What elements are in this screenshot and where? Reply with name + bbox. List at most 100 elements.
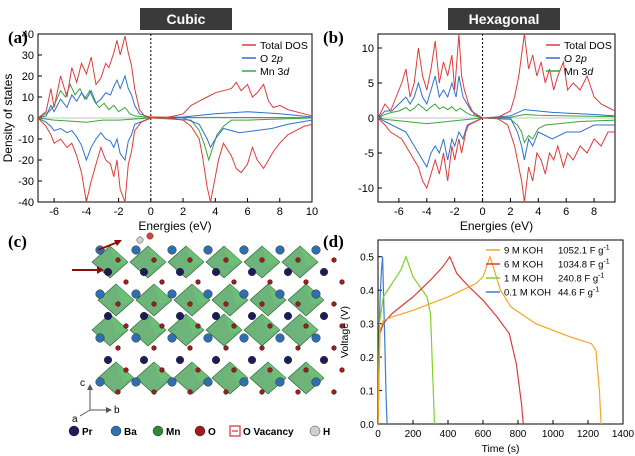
ba-atom <box>95 289 105 299</box>
y-tick-label: -5 <box>364 148 374 160</box>
o-atom <box>123 367 129 373</box>
o-atom <box>151 345 157 351</box>
o-atom <box>123 279 129 285</box>
pr-atom <box>103 312 112 321</box>
o-atom <box>267 323 273 329</box>
mn-octahedron-face <box>224 246 242 266</box>
o-atom <box>231 279 237 285</box>
mn-octahedron-face <box>148 246 166 266</box>
series-o-2p-down <box>38 117 312 162</box>
mn-octahedron-face <box>154 284 172 304</box>
o-atom <box>295 301 301 307</box>
o-atom <box>303 279 309 285</box>
ba-atom <box>167 245 177 255</box>
x-axis-label: Time (s) <box>481 443 519 455</box>
ba-atom <box>275 333 285 343</box>
legend-entry: O 2p <box>564 53 587 65</box>
ba-atom <box>311 333 321 343</box>
ba-atom <box>167 333 177 343</box>
o-atom <box>295 389 301 395</box>
pr-atom <box>320 268 329 277</box>
o-atom <box>195 367 201 373</box>
o-atom <box>331 345 337 351</box>
ba-atom <box>311 377 321 387</box>
o-atom <box>195 323 201 329</box>
legend-entry: Total DOS <box>260 40 308 52</box>
y-tick-label: 0.5 <box>360 253 374 264</box>
vacancy-arrows <box>72 240 122 274</box>
legend-entry: O 2p <box>260 53 283 65</box>
o-atom <box>339 279 345 285</box>
o-atom <box>267 367 273 373</box>
o-atom <box>187 389 193 395</box>
x-tick-label: 1000 <box>542 429 565 440</box>
x-tick-label: 1200 <box>577 429 600 440</box>
series-total-dos-up <box>38 35 312 119</box>
mn-octahedron-face <box>186 314 204 334</box>
chart-d: 0 200 400 600 800 1000 1200 1400 0.0 0.1 0.2 0.3 0.4… <box>339 239 635 455</box>
legend-ba-label: Ba <box>124 427 137 438</box>
mn-octahedron-face <box>268 362 286 382</box>
o-atom <box>339 323 345 329</box>
o-atom <box>231 367 237 373</box>
o-atom <box>159 367 165 373</box>
panel-letter-d: (d) <box>323 232 344 251</box>
series-o-2p-up <box>378 75 615 119</box>
ba-atom <box>95 333 105 343</box>
y-tick-label: 40 <box>22 29 34 41</box>
o-atom <box>187 257 193 263</box>
pr-atom <box>211 268 220 277</box>
ba-atom <box>203 333 213 343</box>
legend-entry: 6 M KOH <box>504 260 543 271</box>
legend-entry: 9 M KOH <box>504 246 543 257</box>
ba-atom <box>239 289 249 299</box>
legend-capacitance: 44.6 F g-1 <box>558 287 599 299</box>
o-atom <box>115 345 121 351</box>
axis-b-label: b <box>114 405 120 416</box>
o-atom <box>303 323 309 329</box>
y-tick-label: 0 <box>28 113 34 125</box>
y-tick-label: 10 <box>362 43 374 55</box>
pr-atom <box>211 312 220 321</box>
series-9-m-koh <box>378 254 602 424</box>
o-atom <box>295 257 301 263</box>
chart-b: -6 -4 -2 0 2 4 6 8 -10 -5 0 5 10 Energies (eV) Total D… <box>358 33 616 233</box>
legend-h-swatch <box>309 425 321 437</box>
series-total-dos-down <box>38 117 312 202</box>
legend-o-label: O <box>208 427 216 438</box>
panel-letter-b: (b) <box>323 28 344 47</box>
o-atom <box>187 301 193 307</box>
ba-atom <box>311 245 321 255</box>
ba-atom <box>167 289 177 299</box>
series-mn-3d-down <box>378 117 615 144</box>
x-tick-label: 8 <box>277 206 283 218</box>
ba-atom <box>203 289 213 299</box>
o-atom <box>223 301 229 307</box>
pr-atom <box>139 312 148 321</box>
mn-octahedron-face <box>192 362 210 382</box>
panel-letter-c: (c) <box>8 232 27 251</box>
ba-atom <box>131 245 141 255</box>
series-mn-3d-down <box>38 117 312 162</box>
y-tick-label: -10 <box>358 183 374 195</box>
o-atom <box>231 323 237 329</box>
legend-mn-swatch <box>152 425 164 437</box>
legend-capacitance: 1034.8 F g-1 <box>558 259 610 271</box>
x-tick-label: 0 <box>479 206 485 218</box>
o-atom <box>259 389 265 395</box>
x-tick-label: 8 <box>591 206 597 218</box>
legend-mn-label: Mn <box>166 427 180 438</box>
legend-pr-swatch <box>68 425 80 437</box>
o-atom <box>195 279 201 285</box>
pr-atom <box>247 356 256 365</box>
o-atom <box>159 279 165 285</box>
ba-atom <box>203 377 213 387</box>
o-atom <box>115 301 121 307</box>
o-atom <box>259 257 265 263</box>
x-tick-label: 6 <box>244 206 250 218</box>
y-tick-label: -10 <box>18 134 34 146</box>
legend-h-label: H <box>323 427 330 438</box>
